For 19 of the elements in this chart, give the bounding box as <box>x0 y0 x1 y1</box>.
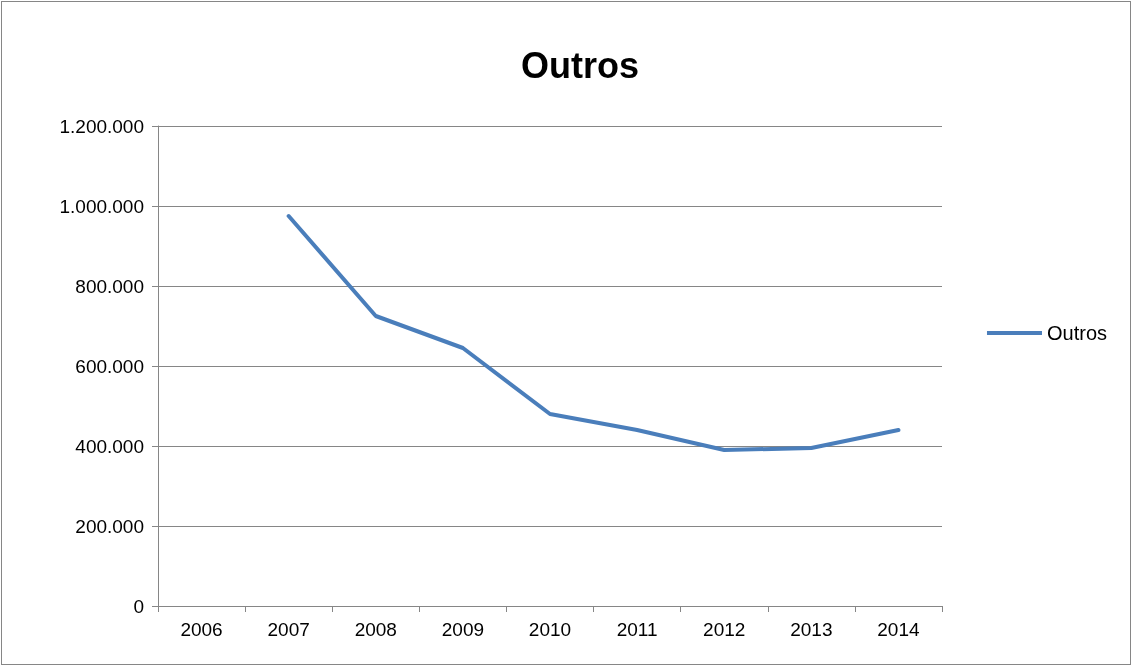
x-tick-label: 2006 <box>180 619 223 640</box>
line-series <box>286 214 901 452</box>
x-tick-label: 2007 <box>267 619 310 640</box>
x-tick-label: 2013 <box>790 619 833 640</box>
x-tick-label: 2014 <box>877 619 920 640</box>
x-tick-label: 2012 <box>703 619 746 640</box>
x-tick-label: 2009 <box>441 619 485 640</box>
x-tick-label: 2008 <box>354 619 397 640</box>
y-tick-label: 200.000 <box>75 515 144 537</box>
y-tick-label: 600.000 <box>75 355 144 377</box>
chart-title: Outros <box>520 44 640 86</box>
x-tick-label: 2010 <box>528 619 572 640</box>
x-tick-label: 2011 <box>616 619 658 640</box>
y-tick-label: 800.000 <box>75 275 144 297</box>
legend-label: Outros <box>1046 322 1108 344</box>
y-tick-label: 400.000 <box>75 435 144 457</box>
y-tick-label: 1.200.000 <box>59 115 144 137</box>
y-tick-label: 1.000.000 <box>59 195 144 217</box>
y-tick-label: 0 <box>133 595 144 617</box>
